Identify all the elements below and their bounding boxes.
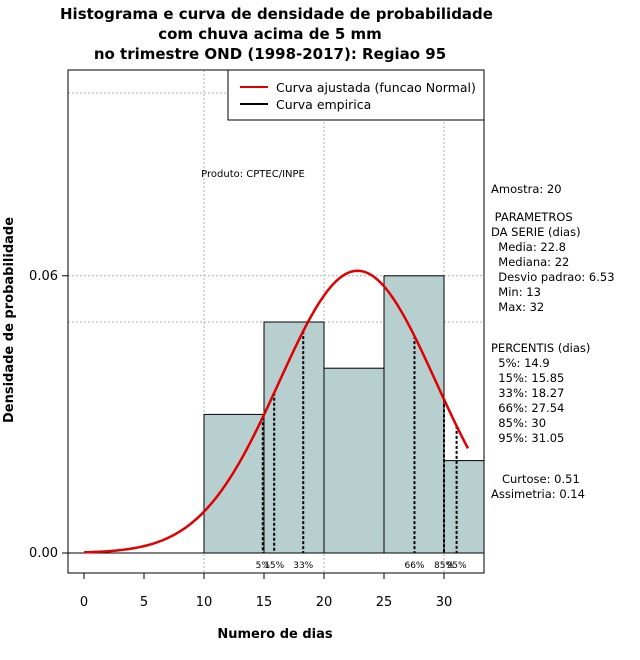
legend-label-0: Curva ajustada (funcao Normal) — [276, 80, 476, 95]
p95-text: 95%: 31.05 — [491, 431, 565, 445]
y-tick-label-0: 0.00 — [29, 546, 58, 561]
mean-text: Media: 22.8 — [491, 240, 566, 254]
parameters-heading-1: PARAMETROS — [491, 210, 573, 224]
x-tick-label-4: 20 — [316, 595, 333, 610]
title-line-1: Histograma e curva de densidade de proba… — [60, 5, 493, 23]
normal-fit-curve — [83, 269, 470, 554]
product-annotation: Produto: CPTEC/INPE — [201, 169, 305, 180]
x-axis-label: Numero de dias — [217, 627, 333, 642]
percentile-label-1: 15% — [264, 561, 284, 571]
std-dev-text: Desvio padrao: 6.53 — [491, 270, 615, 284]
title-line-2: com chuva acima de 5 mm — [158, 25, 382, 43]
x-tick-label-3: 15 — [256, 595, 273, 610]
x-tick-label-1: 5 — [140, 595, 148, 610]
legend-box — [227, 69, 485, 121]
percentiles-heading: PERCENTIS (dias) — [491, 341, 591, 355]
percentile-label-0: 5% — [256, 561, 271, 571]
percentile-label-5: 95% — [447, 561, 467, 571]
percentile-label-2: 33% — [293, 561, 313, 571]
x-tick-label-2: 10 — [196, 595, 213, 610]
y-axis-label: Densidade de probabilidade — [2, 217, 17, 423]
p33-text: 33%: 18.27 — [491, 386, 565, 400]
x-tick-label-5: 25 — [376, 595, 393, 610]
p85-text: 85%: 30 — [491, 416, 547, 430]
percentile-label-3: 66% — [404, 561, 424, 571]
chart-title: Histograma e curva de densidade de proba… — [60, 4, 493, 64]
max-text: Max: 32 — [491, 300, 545, 314]
histogram-bar-2 — [323, 367, 385, 554]
x-tick-label-6: 30 — [436, 595, 453, 610]
histogram-bar-1 — [263, 321, 325, 554]
percentile-label-4: 85% — [434, 561, 454, 571]
histogram-bar-4 — [443, 460, 485, 554]
parameters-heading-2: DA SERIE (dias) — [491, 225, 581, 239]
sample-size-text: Amostra: 20 — [491, 182, 562, 196]
legend-label-1: Curva empirica — [276, 97, 371, 112]
x-tick-label-0: 0 — [80, 595, 88, 610]
title-line-3: no trimestre OND (1998-2017): Regiao 95 — [93, 45, 447, 63]
p66-text: 66%: 27.54 — [491, 401, 565, 415]
skewness-text: Assimetria: 0.14 — [491, 487, 585, 501]
median-text: Mediana: 22 — [491, 255, 570, 269]
p15-text: 15%: 15.85 — [491, 371, 565, 385]
min-text: Min: 13 — [491, 285, 541, 299]
p5-text: 5%: 14.9 — [491, 356, 550, 370]
y-tick-label-1: 0.06 — [29, 269, 58, 284]
kurtosis-text: Curtose: 0.51 — [491, 472, 580, 486]
